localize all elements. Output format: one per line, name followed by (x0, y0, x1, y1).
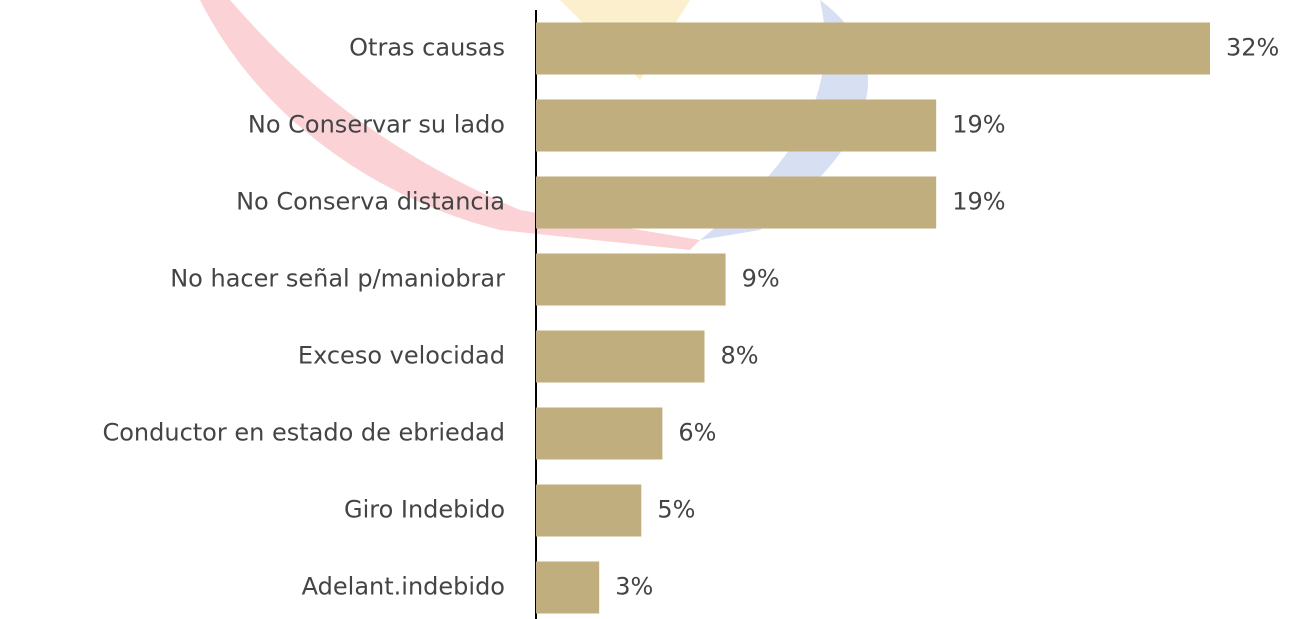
category-label: Conductor en estado de ebriedad (102, 419, 505, 447)
category-label: No hacer señal p/maniobrar (170, 265, 505, 293)
category-label: Giro Indebido (344, 496, 505, 524)
value-label: 9% (742, 265, 780, 293)
category-label: Adelant.indebido (302, 573, 505, 601)
value-label: 6% (678, 419, 716, 447)
bar (536, 23, 1210, 75)
bar (536, 485, 641, 537)
value-label: 32% (1226, 34, 1279, 62)
category-label: No Conservar su lado (248, 111, 505, 139)
value-label: 19% (952, 188, 1005, 216)
bar (536, 177, 936, 229)
chart: Otras causas 32% No Conservar su lado 19% No… (0, 0, 1297, 619)
category-label: Otras causas (349, 34, 505, 62)
value-label: 8% (721, 342, 759, 370)
category-label: No Conserva distancia (236, 188, 505, 216)
value-label: 5% (657, 496, 695, 524)
category-label: Exceso velocidad (298, 342, 505, 370)
value-label: 3% (615, 573, 653, 601)
page: {"chart_data": {"type": "bar", "orientat… (0, 0, 1297, 619)
bar (536, 408, 662, 460)
bar (536, 254, 726, 306)
bar (536, 562, 599, 614)
bar (536, 331, 705, 383)
value-label: 19% (952, 111, 1005, 139)
bar (536, 100, 936, 152)
